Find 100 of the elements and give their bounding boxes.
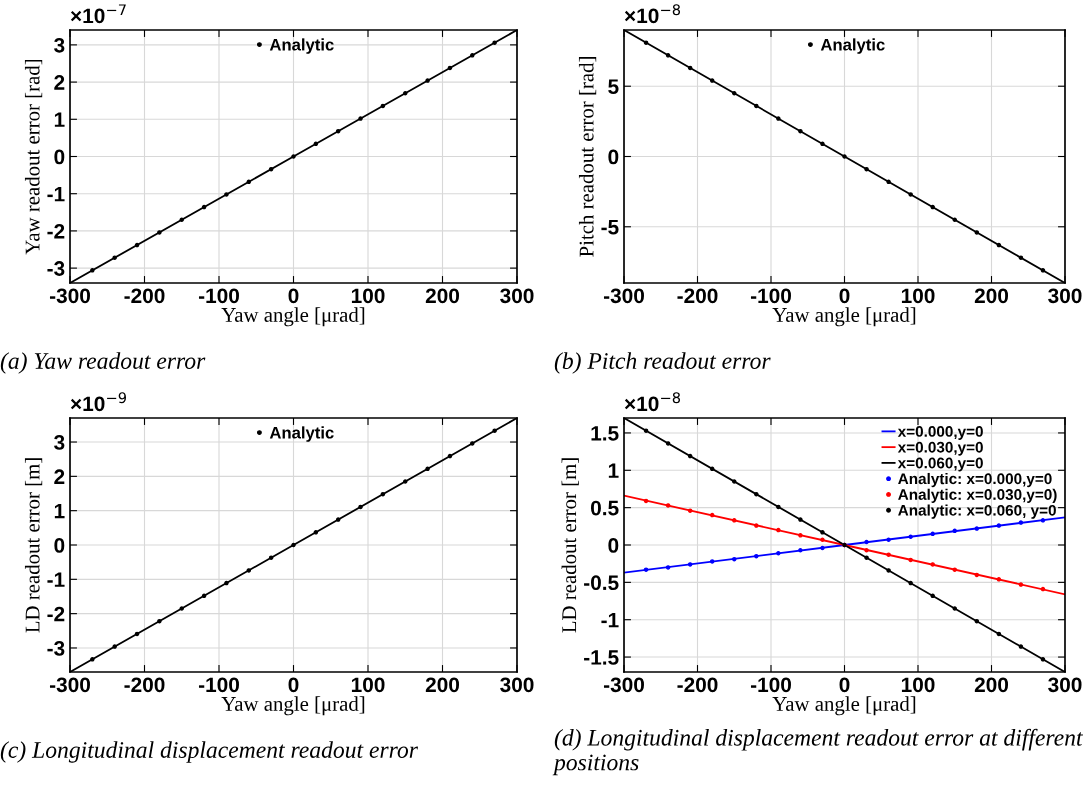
point xyxy=(732,91,737,96)
point xyxy=(1018,582,1024,587)
point xyxy=(201,593,207,599)
point xyxy=(358,116,363,121)
point xyxy=(492,40,497,45)
point xyxy=(754,553,759,559)
x-tick-label: 200 xyxy=(974,288,1009,304)
point xyxy=(246,179,252,185)
y-tick-label: 1 xyxy=(54,503,65,519)
point xyxy=(996,523,1002,528)
y-tick-label: -1.5 xyxy=(584,650,619,665)
point xyxy=(112,255,117,260)
point xyxy=(268,555,274,560)
point xyxy=(1040,657,1046,662)
point xyxy=(754,103,759,109)
y-tick-label: 2 xyxy=(54,469,65,484)
point xyxy=(930,593,935,599)
y-tick-label: -3 xyxy=(47,261,65,276)
y-tick-label: -1 xyxy=(47,186,65,202)
x-tick-label: -200 xyxy=(677,288,718,304)
point xyxy=(754,523,759,528)
x-tick-label: -300 xyxy=(603,288,644,304)
point xyxy=(798,533,803,538)
point xyxy=(134,631,140,637)
point xyxy=(687,453,693,459)
x-tick-label: 200 xyxy=(425,677,460,693)
x-tick-label: 100 xyxy=(351,288,385,304)
point xyxy=(470,441,475,446)
point xyxy=(908,534,913,540)
y-axis-title: LD readout error [m] xyxy=(24,458,43,633)
point xyxy=(952,528,957,534)
point xyxy=(908,557,913,563)
point xyxy=(425,78,430,83)
y-tick-label: 1.5 xyxy=(591,426,619,441)
x-tick-label: 300 xyxy=(1048,677,1082,693)
y-tick-label: 3 xyxy=(54,435,65,450)
point xyxy=(776,504,781,510)
y-tick-label: -1 xyxy=(47,572,65,587)
x-tick-label: 0 xyxy=(839,677,850,693)
point xyxy=(380,103,386,109)
point xyxy=(179,606,184,611)
point xyxy=(974,230,980,235)
point xyxy=(776,116,781,121)
point xyxy=(974,618,980,624)
point xyxy=(952,217,957,222)
x-tick-label: -300 xyxy=(49,288,90,304)
x-tick-label: -100 xyxy=(750,288,791,304)
point xyxy=(335,517,341,522)
x-tick-label: 300 xyxy=(1048,288,1082,304)
y-axis-title: Yaw readout error [rad] xyxy=(24,59,43,255)
point xyxy=(403,91,408,96)
point xyxy=(820,530,825,535)
y-axis-title: Pitch readout error [rad] xyxy=(578,57,597,257)
point xyxy=(930,531,935,537)
x-axis-title: Yaw angle [μrad] xyxy=(772,307,916,327)
point xyxy=(291,154,296,159)
point xyxy=(908,580,913,586)
point xyxy=(358,504,363,510)
legend-label: Analytic: x=0.000,y=0 xyxy=(898,472,1052,488)
y-tick-label: 0.5 xyxy=(591,500,619,516)
x-tick-label: -100 xyxy=(198,677,239,693)
point xyxy=(665,565,671,570)
x-tick-label: 300 xyxy=(500,677,534,693)
point xyxy=(1018,520,1024,525)
legend-label: Analytic: x=0.030,y=0) xyxy=(898,488,1057,503)
legend-label: x=0.030,y=0 xyxy=(897,441,983,456)
point xyxy=(643,567,649,572)
point xyxy=(313,141,319,147)
point xyxy=(403,479,408,484)
y-tick-label: 0 xyxy=(608,149,619,165)
x-tick-label: 100 xyxy=(901,677,935,693)
point xyxy=(643,40,649,45)
text: ×10$^{−8}$ xyxy=(624,4,681,24)
point xyxy=(886,568,891,573)
y-tick-label: 0 xyxy=(608,538,619,553)
point xyxy=(246,568,252,573)
text: (a) Yaw readout error xyxy=(0,352,206,374)
x-tick-label: 0 xyxy=(288,288,299,304)
point xyxy=(952,606,957,611)
point xyxy=(709,512,715,518)
y-tick-label: 2 xyxy=(54,75,65,90)
point xyxy=(996,242,1002,248)
point xyxy=(974,526,980,531)
x-tick-label: -300 xyxy=(603,677,644,693)
point xyxy=(709,466,715,472)
point xyxy=(665,441,671,446)
text: ×10$^{−7}$ xyxy=(70,4,126,24)
point xyxy=(776,550,781,556)
point xyxy=(732,479,737,484)
point xyxy=(179,217,184,222)
point xyxy=(643,498,649,504)
x-tick-label: 0 xyxy=(839,288,850,304)
point xyxy=(268,166,274,172)
y-tick-label: 0 xyxy=(54,149,65,165)
point xyxy=(134,242,140,248)
text: (c) Longitudinal displacement readout error xyxy=(0,741,419,763)
point xyxy=(974,572,980,578)
point xyxy=(864,555,869,560)
point xyxy=(492,428,497,433)
text: ×10$^{−8}$ xyxy=(624,392,681,412)
